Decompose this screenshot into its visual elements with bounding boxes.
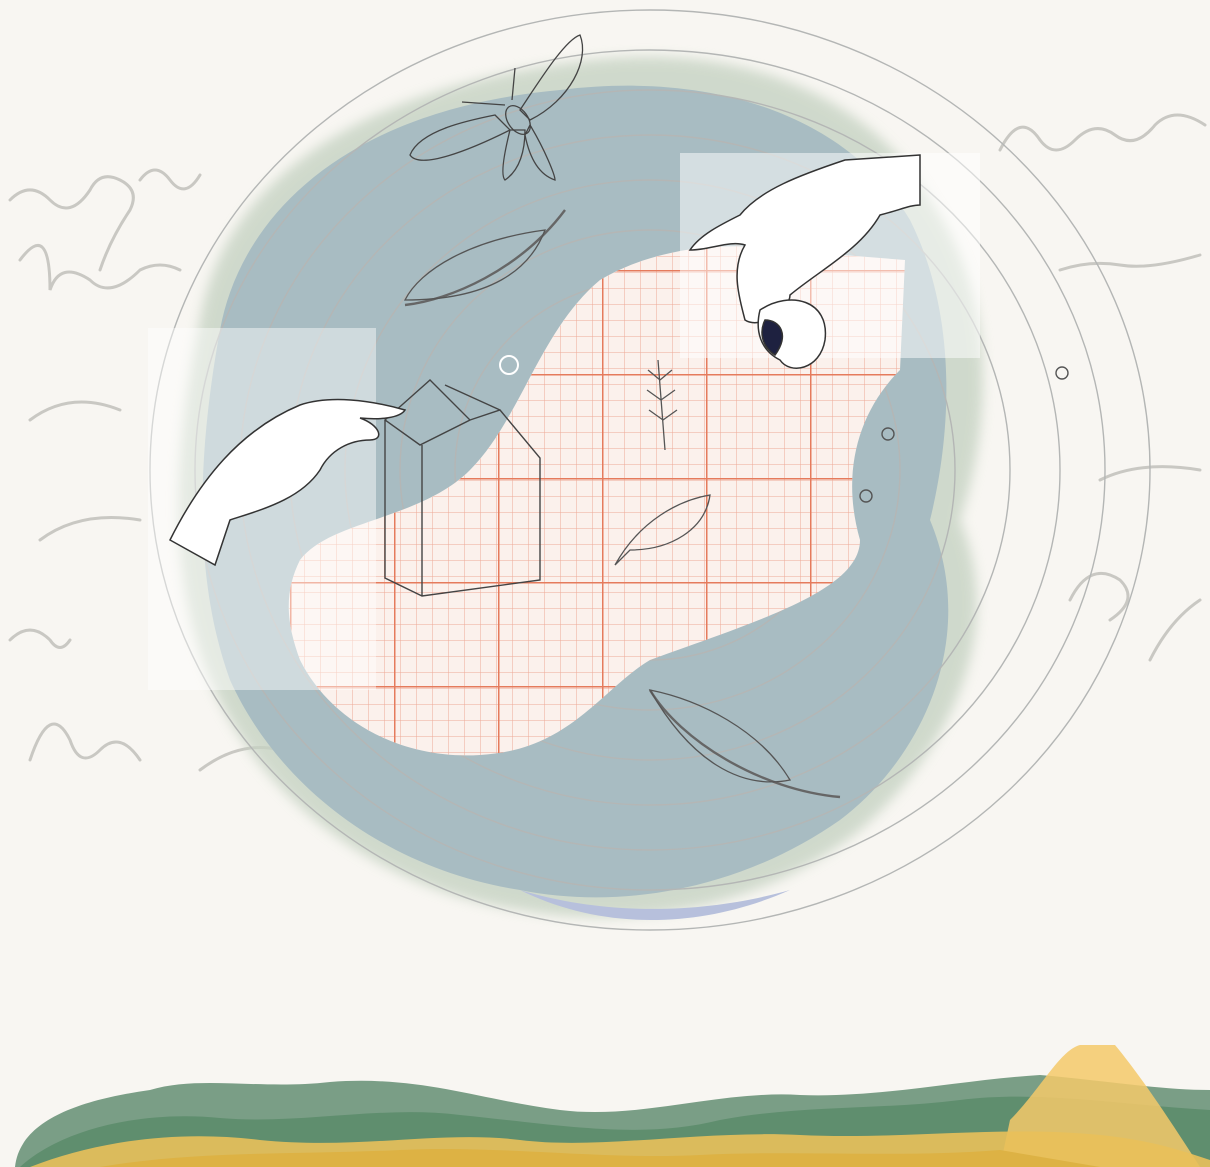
dots — [499, 355, 1069, 503]
house — [383, 379, 541, 597]
hands — [169, 154, 921, 567]
landscape — [15, 1045, 1210, 1167]
moth — [409, 34, 584, 181]
feathers — [403, 209, 841, 799]
handwriting — [8, 113, 1207, 772]
